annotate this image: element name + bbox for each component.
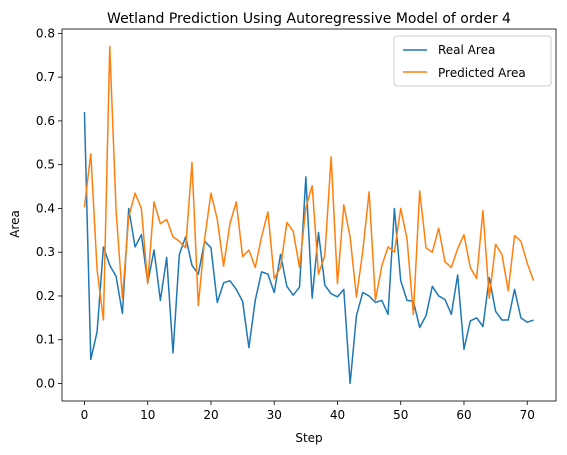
y-tick-label: 0.2 [36, 289, 55, 303]
legend: Real Area Predicted Area [393, 35, 552, 87]
chart-title: Wetland Prediction Using Autoregressive … [107, 11, 511, 27]
plot-frame [61, 28, 557, 402]
x-tick-label: 0 [81, 408, 89, 422]
x-tick-label: 60 [456, 408, 471, 422]
x-tick-label: 40 [330, 408, 345, 422]
legend-box [393, 35, 552, 87]
y-tick-label: 0.1 [36, 333, 55, 347]
legend-label-predicted-area: Predicted Area [438, 66, 526, 80]
x-tick-label: 10 [140, 408, 155, 422]
y-tick-label: 0.8 [36, 26, 55, 40]
y-tick-label: 0.7 [36, 70, 55, 84]
x-tick-label: 50 [393, 408, 408, 422]
series-layer [83, 45, 535, 385]
x-tick-label: 30 [267, 408, 282, 422]
x-tick-label: 20 [203, 408, 218, 422]
ticks-layer: 0 10 20 30 40 50 60 70 0.0 0.1 0.2 0.3 0.4 0.5 0.6 0.7 0… [36, 26, 535, 422]
y-tick-label: 0.4 [36, 201, 55, 215]
y-tick-label: 0.0 [36, 376, 55, 390]
y-axis-label: Area [8, 210, 22, 238]
x-axis-label: Step [295, 431, 322, 445]
y-tick-label: 0.3 [36, 245, 55, 259]
y-tick-label: 0.6 [36, 114, 55, 128]
legend-label-real-area: Real Area [438, 43, 495, 57]
x-tick-label: 70 [520, 408, 535, 422]
series-line-real-area [83, 112, 534, 385]
series-line-predicted-area [83, 45, 535, 321]
y-tick-label: 0.5 [36, 158, 55, 172]
